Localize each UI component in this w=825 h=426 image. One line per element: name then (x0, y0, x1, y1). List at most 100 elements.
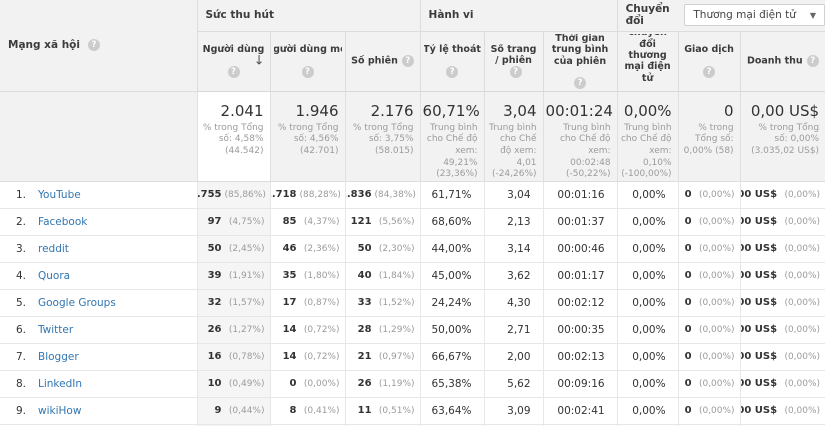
cell-value: 00:00:35 (557, 323, 605, 336)
colhead-bounce[interactable]: Tỷ lệ thoát? (419, 31, 485, 92)
social-network-link[interactable]: YouTube (38, 188, 81, 201)
cell-value: 0,00% (632, 377, 666, 390)
cell-duration: 00:01:37 (542, 208, 618, 236)
summary-subtext: % trong Tổng số: 0,00% (58) (683, 122, 734, 156)
summary-conv: 0,00% Trung bình cho Chế độ xem: 0,10% (-… (616, 91, 679, 182)
summary-row: 2.041% trong Tổng số: 4,58% (44.542) 1.94… (0, 91, 825, 182)
cell-bounce: 44,00% (419, 235, 485, 263)
dimension-header[interactable]: Mạng xã hội ? (0, 0, 197, 92)
colhead-pages[interactable]: Số trang / phiên? (483, 31, 544, 92)
social-network-link[interactable]: Quora (38, 269, 71, 282)
column-label: Giao dịch (684, 44, 734, 56)
cell-percent: (1,80%) (303, 271, 340, 282)
cell-new_users: 46 (2,36%) (269, 235, 345, 263)
cell-pages: 5,62 (483, 370, 544, 398)
social-network-link[interactable]: LinkedIn (38, 377, 83, 390)
cell-percent: (0,87%) (303, 298, 340, 309)
summary-users: 2.041 % trong Tổng số: 4,58% (44.542) (196, 91, 270, 182)
cell-percent: (0,00%) (698, 244, 735, 255)
sort-desc-icon[interactable]: ↓ (253, 53, 265, 69)
cell-value: 16 (207, 351, 222, 363)
cell-value: 0,00 US$ (741, 297, 778, 309)
cell-value: 0 (684, 405, 692, 417)
colhead-conv[interactable]: Tỷ lệ chuyển đổi thương mại điện tử? (616, 31, 679, 92)
cell-bounce: 66,67% (419, 343, 485, 371)
conversion-type-select[interactable]: Thương mại điện tử ▼ (684, 4, 825, 27)
cell-percent: (1,91%) (228, 271, 265, 282)
cell-conv: 0,00% (616, 397, 679, 425)
cell-percent: (0,00%) (784, 406, 821, 417)
help-icon[interactable]: ? (806, 55, 819, 67)
cell-new_users: 5(0,26%) (269, 424, 345, 426)
help-icon[interactable]: ? (574, 77, 587, 89)
help-icon[interactable]: ? (401, 55, 414, 67)
cell-value: 0,00 US$ (741, 324, 778, 336)
social-network-link[interactable]: Blogger (38, 350, 79, 363)
cell-trans: 0 (0,00%) (677, 181, 741, 209)
cell-percent: (0,00%) (698, 379, 735, 390)
cell-pages: 2,71 (483, 316, 544, 344)
colhead-duration[interactable]: Thời gian trung bình của phiên? (542, 31, 618, 92)
row-name-cell: 2. Facebook (0, 208, 197, 235)
summary-trans: 0 % trong Tổng số: 0,00% (58) (677, 91, 741, 182)
cell-value: 0,00 US$ (741, 405, 778, 417)
cell-value: 26 (357, 378, 372, 390)
social-network-link[interactable]: Twitter (38, 323, 74, 336)
cell-pages: 3,09 (483, 397, 544, 425)
help-icon[interactable]: ? (227, 65, 240, 78)
summary-value: 00:01:24 (545, 101, 613, 120)
colhead-sessions[interactable]: Số phiên? (344, 31, 421, 92)
cell-percent: (85,86%) (224, 190, 266, 201)
cell-duration: 00:00:35 (542, 316, 618, 344)
summary-value: 3,04 (503, 101, 537, 120)
social-network-link[interactable]: Google Groups (38, 296, 116, 309)
colhead-users[interactable]: ↓ Người dùng? (196, 31, 270, 92)
cell-percent: (0,51%) (378, 406, 415, 417)
table-row: 4. Quora 39 (1,91%) 35 (1,80%) 40 (1,84%) 45,00%… (0, 262, 825, 290)
cell-users: 97 (4,75%) (196, 208, 270, 236)
cell-new_users: 35 (1,80%) (269, 262, 345, 290)
cell-conv: 0,00% (616, 424, 679, 426)
row-name-cell: 1. YouTube (0, 181, 197, 208)
cell-revenue: 0,00 US$ (0,00%) (739, 397, 825, 425)
column-label: Số trang / phiên? (490, 43, 537, 79)
cell-percent: (5,56%) (378, 217, 415, 228)
help-icon[interactable]: ? (703, 65, 716, 78)
summary-subtext: % trong Tổng số: 3,75% (58.015) (352, 122, 414, 156)
column-label: Người dùng (202, 44, 265, 56)
cell-value: 8 (289, 405, 297, 417)
colhead-revenue[interactable]: Doanh thu? (739, 31, 825, 92)
help-icon[interactable]: ? (509, 66, 522, 79)
social-network-link[interactable]: Facebook (38, 215, 88, 228)
help-icon[interactable]: ? (301, 65, 314, 78)
cell-value: 14 (282, 351, 297, 363)
cell-users: 1.755(85,86%) (196, 181, 270, 209)
cell-duration: 00:02:13 (542, 343, 618, 371)
colhead-trans[interactable]: Giao dịch? (677, 31, 741, 92)
row-name-cell: 7. Blogger (0, 343, 197, 370)
social-network-link[interactable]: wikiHow (38, 404, 82, 417)
cell-percent: (1,57%) (228, 298, 265, 309)
cell-value: 4,30 (507, 296, 531, 309)
chevron-down-icon: ▼ (809, 10, 817, 20)
cell-value: 0,00% (632, 215, 666, 228)
social-network-link[interactable]: reddit (38, 242, 69, 255)
help-icon[interactable]: ? (87, 39, 100, 52)
cell-percent: (0,00%) (784, 325, 821, 336)
cell-value: 00:01:37 (557, 215, 605, 228)
cell-percent: (84,38%) (374, 190, 416, 201)
cell-revenue: 0,00 US$ (0,00%) (739, 370, 825, 398)
help-icon[interactable]: ? (446, 65, 459, 78)
colhead-new_users[interactable]: Người dùng mới? (269, 31, 345, 92)
row-name-cell: 5. Google Groups (0, 289, 197, 316)
cell-percent: (0,00%) (784, 271, 821, 282)
cell-value: 50 (357, 243, 372, 255)
cell-value: 0 (684, 351, 692, 363)
cell-bounce: 61,71% (419, 181, 485, 209)
cell-trans: 0 (0,00%) (677, 235, 741, 263)
cell-duration: 00:00:46 (542, 235, 618, 263)
row-rank: 2. (15, 215, 26, 228)
cell-trans: 0 (0,00%) (677, 343, 741, 371)
column-label: Doanh thu? (747, 55, 819, 67)
cell-percent: (0,00%) (698, 325, 735, 336)
